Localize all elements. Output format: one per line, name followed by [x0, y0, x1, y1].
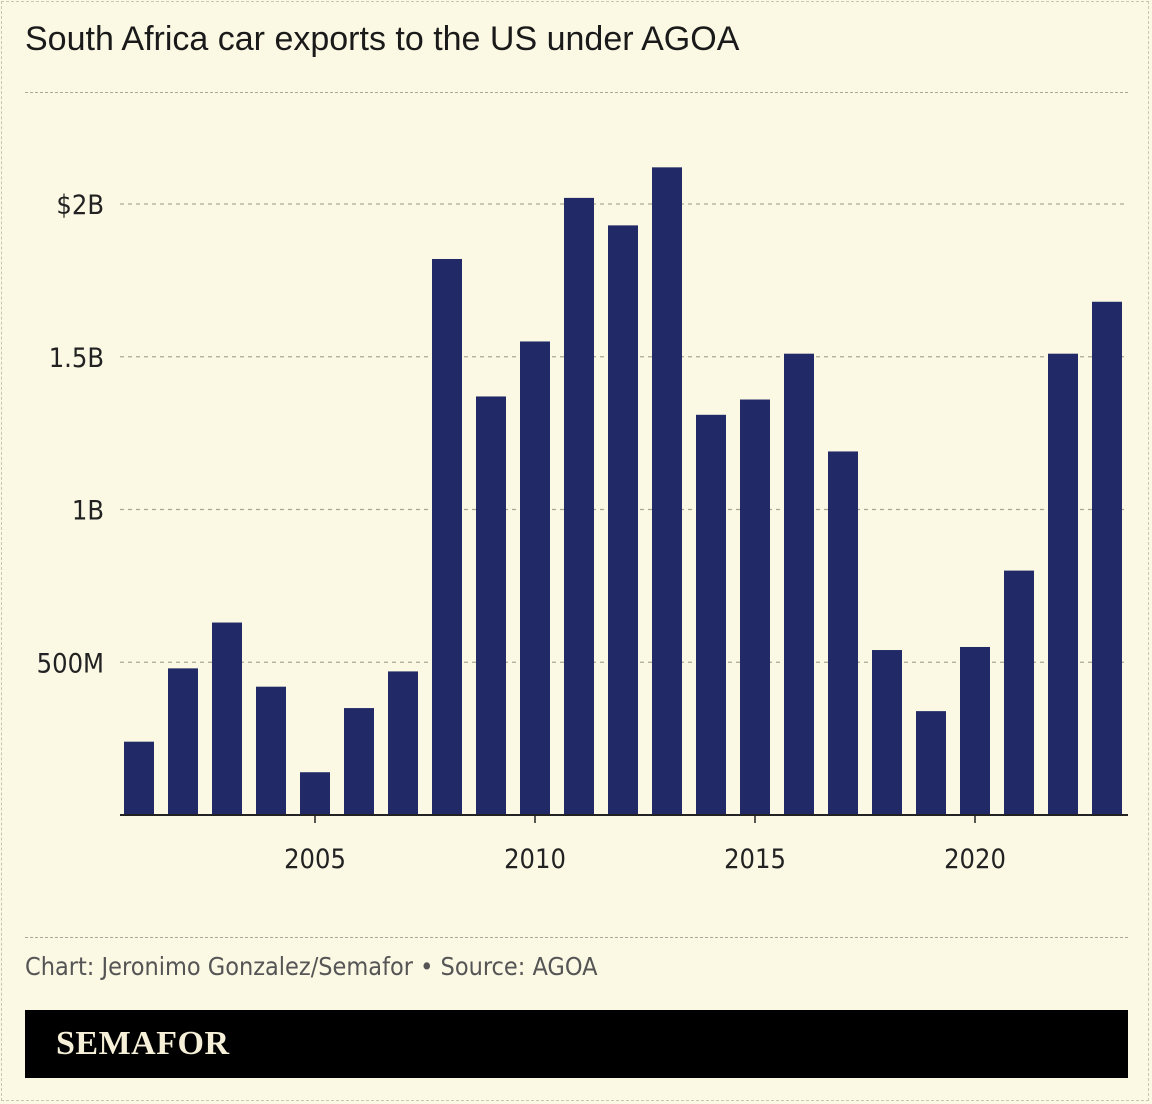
- divider-top: [25, 92, 1128, 93]
- bar-2014: [696, 414, 726, 815]
- x-tick-label: 2015: [724, 844, 786, 875]
- bar-2002: [168, 668, 198, 815]
- bar-2022: [1048, 353, 1078, 815]
- bar-2019: [916, 711, 946, 815]
- bar-2012: [608, 225, 638, 815]
- y-tick-label: 1B: [72, 496, 104, 527]
- bar-2020: [960, 646, 990, 815]
- bar-2011: [564, 197, 594, 815]
- y-tick-label: $2B: [56, 190, 104, 221]
- bar-2018: [872, 650, 902, 815]
- bar-2016: [784, 353, 814, 815]
- bar-2009: [476, 396, 506, 815]
- bar-chart: 500M 1B 1.5B $2B 2005 2010 2015 2020: [37, 167, 1128, 875]
- bar-2001: [124, 741, 154, 815]
- bar-2006: [344, 708, 374, 815]
- x-tick-label: 2005: [284, 844, 346, 875]
- source-note: Chart: Jeronimo Gonzalez/Semafor • Sourc…: [25, 952, 598, 981]
- x-tick-label: 2020: [944, 844, 1006, 875]
- logo-text: SEMAFOR: [56, 1025, 230, 1062]
- bar-2005: [300, 772, 330, 815]
- bar-2007: [388, 671, 418, 815]
- bar-2004: [256, 686, 286, 815]
- divider-bottom: [25, 937, 1128, 938]
- bar-2017: [828, 451, 858, 815]
- chart-title: South Africa car exports to the US under…: [25, 20, 740, 58]
- x-tick-label: 2010: [504, 844, 566, 875]
- y-tick-label: 500M: [37, 648, 104, 679]
- bar-2021: [1004, 570, 1034, 815]
- y-tick-label: 1.5B: [49, 343, 104, 374]
- bar-2003: [212, 622, 242, 815]
- bar-2015: [740, 399, 770, 815]
- semafor-logo: SEMAFOR: [25, 1010, 1128, 1078]
- bar-2008: [432, 258, 462, 815]
- bar-2023: [1092, 301, 1122, 815]
- bar-2013: [652, 167, 682, 816]
- bar-2010: [520, 341, 550, 815]
